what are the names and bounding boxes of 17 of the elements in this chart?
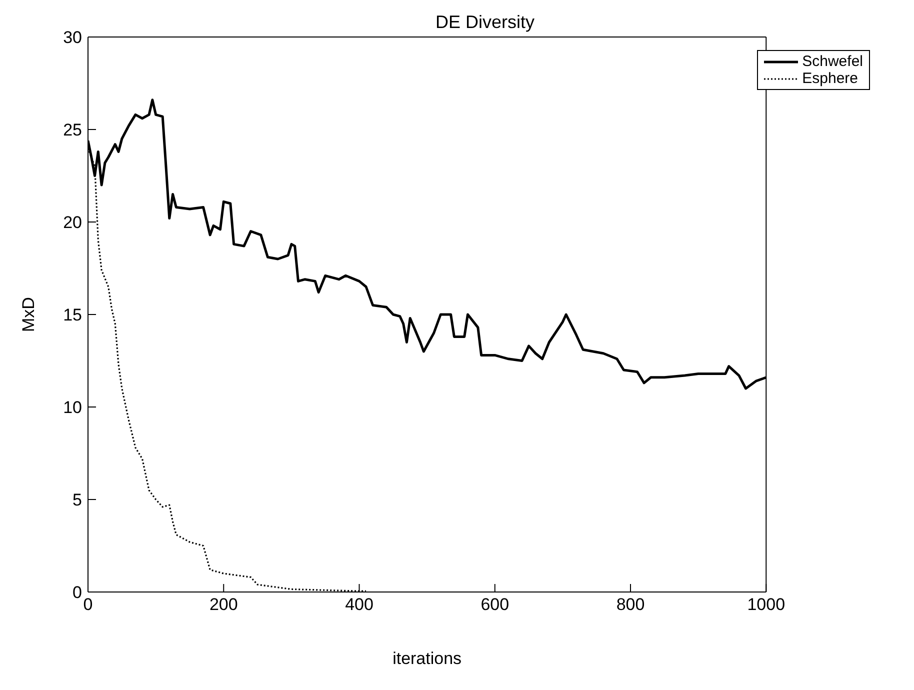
y-tick-label: 30 — [63, 28, 82, 48]
x-tick-label: 800 — [616, 595, 645, 614]
y-tick-label: 5 — [72, 490, 82, 510]
x-tick-label: 600 — [480, 595, 510, 614]
y-tick-label: 0 — [72, 583, 82, 602]
x-tick-label: 400 — [345, 595, 374, 614]
y-tick-label: 15 — [63, 306, 82, 325]
y-axis-title: MxD — [19, 297, 38, 332]
y-tick-label: 25 — [63, 120, 82, 140]
legend-label: Esphere — [802, 70, 858, 87]
x-axis-title: iterations — [392, 649, 462, 668]
chart-title: DE Diversity — [435, 12, 535, 32]
y-tick-label: 10 — [63, 398, 82, 418]
x-tick-label: 1000 — [747, 595, 786, 614]
y-tick-label: 20 — [63, 213, 82, 232]
x-tick-label: 200 — [209, 595, 238, 614]
legend-label: Schwefel — [802, 53, 863, 70]
